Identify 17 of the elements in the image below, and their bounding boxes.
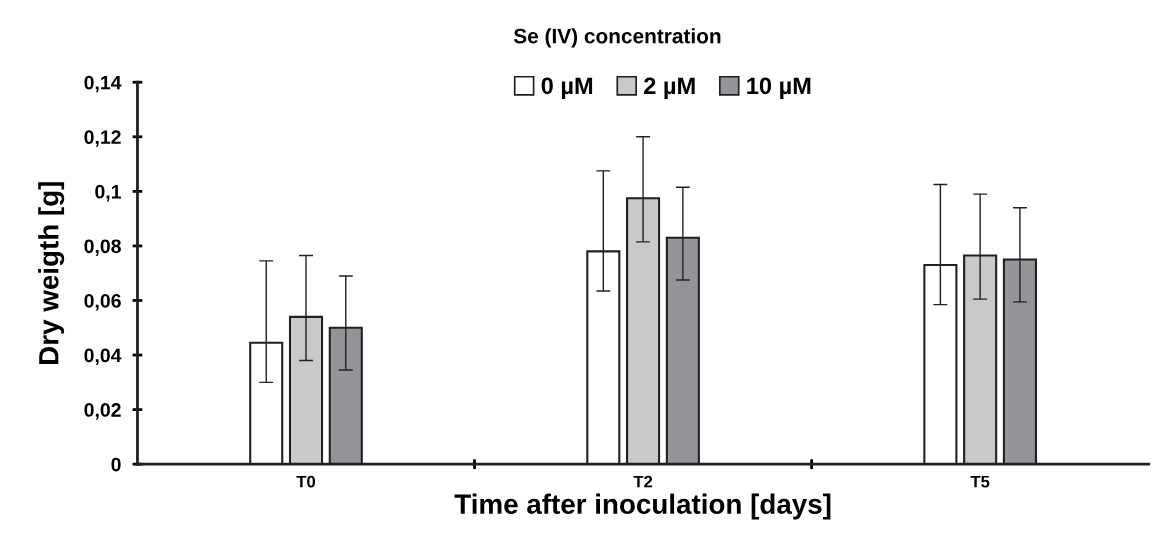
y-tick-label: 0,14 [84, 75, 122, 93]
legend-label: 10 µM [747, 77, 811, 99]
y-tick-label: 0,12 [84, 130, 121, 147]
y-tick-label: 0 [111, 457, 121, 472]
x-axis-title: Time after inoculation [days] [454, 493, 831, 520]
legend-label: 0 µM [541, 77, 593, 99]
x-tick-label: T2 [633, 475, 653, 488]
y-tick-label: 0,06 [84, 293, 121, 311]
y-axis-title: Dry weigth [g] [38, 182, 65, 364]
legend-label: 2 µM [644, 77, 695, 99]
y-tick-label: 0,1 [95, 184, 121, 202]
x-tick-label: T0 [296, 475, 316, 488]
y-tick-label: 0,02 [84, 403, 121, 420]
chart-title: Se (IV) concentration [513, 28, 721, 48]
x-tick-label: T5 [970, 475, 990, 488]
y-tick-label: 0,04 [84, 348, 122, 366]
y-tick-label: 0,08 [84, 239, 121, 256]
